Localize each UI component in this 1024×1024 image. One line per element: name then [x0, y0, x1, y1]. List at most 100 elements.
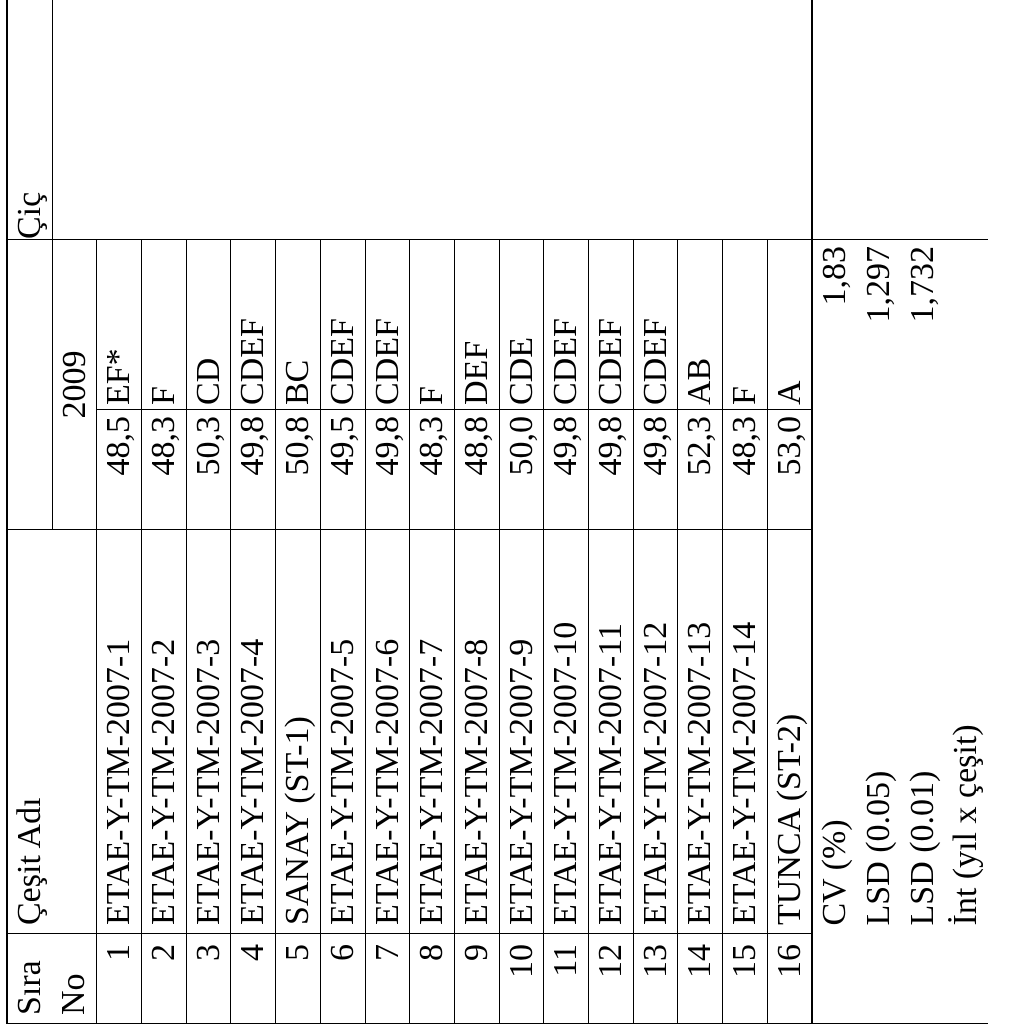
- stat-value: [944, 240, 988, 530]
- row-group: CD: [186, 240, 231, 410]
- variety-table: Sıra Çeşit Adı Çiç No 2009 1ETAE-Y-TM-20…: [6, 0, 988, 1024]
- row-no: 16: [767, 934, 812, 1024]
- row-name: ETAE-Y-TM-2007-11: [588, 530, 633, 934]
- row-no: 6: [320, 934, 365, 1024]
- row-group: EF*: [97, 240, 142, 410]
- row-tail: [723, 0, 768, 240]
- row-tail: [633, 0, 678, 240]
- row-no: 1: [97, 934, 142, 1024]
- stat-value: 1,297: [857, 240, 901, 530]
- row-no: 14: [678, 934, 723, 1024]
- row-value: 52,3: [678, 410, 723, 530]
- row-value: 49,8: [588, 410, 633, 530]
- row-group: CDEF: [588, 240, 633, 410]
- row-name: ETAE-Y-TM-2007-9: [499, 530, 544, 934]
- row-group: F: [723, 240, 768, 410]
- stat-value: 1,83: [812, 240, 857, 530]
- row-tail: [410, 0, 455, 240]
- row-name: ETAE-Y-TM-2007-3: [186, 530, 231, 934]
- stat-tail: [944, 0, 988, 240]
- row-no: 11: [544, 934, 589, 1024]
- row-group: CDEF: [633, 240, 678, 410]
- header-tail-blank: [52, 0, 97, 240]
- row-name: ETAE-Y-TM-2007-5: [320, 530, 365, 934]
- row-value: 50,8: [276, 410, 321, 530]
- row-value: 48,3: [142, 410, 187, 530]
- row-no: 9: [454, 934, 499, 1024]
- row-value: 48,5: [97, 410, 142, 530]
- stat-blank: [901, 934, 945, 1024]
- row-group: CDEF: [365, 240, 410, 410]
- row-tail: [499, 0, 544, 240]
- header-year: 2009: [52, 240, 97, 530]
- stat-label: LSD (0.01): [901, 530, 945, 934]
- row-value: 49,5: [320, 410, 365, 530]
- stat-label: İnt (yıl x çeşit): [944, 530, 988, 934]
- row-no: 12: [588, 934, 633, 1024]
- row-name: ETAE-Y-TM-2007-14: [723, 530, 768, 934]
- row-name: ETAE-Y-TM-2007-8: [454, 530, 499, 934]
- row-value: 48,3: [723, 410, 768, 530]
- row-tail: [320, 0, 365, 240]
- header-corner-cic: Çiç: [7, 0, 52, 240]
- row-group: BC: [276, 240, 321, 410]
- row-name: TUNCA (ST-2): [767, 530, 812, 934]
- header-corner: [7, 240, 52, 530]
- row-tail: [588, 0, 633, 240]
- header-sira: Sıra: [7, 934, 52, 1024]
- header-no: No: [52, 934, 97, 1024]
- row-group: AB: [678, 240, 723, 410]
- row-no: 7: [365, 934, 410, 1024]
- row-value: 48,3: [410, 410, 455, 530]
- row-no: 4: [231, 934, 276, 1024]
- row-name: ETAE-Y-TM-2007-4: [231, 530, 276, 934]
- row-name: SANAY (ST-1): [276, 530, 321, 934]
- stat-tail: [857, 0, 901, 240]
- row-tail: [678, 0, 723, 240]
- row-group: DEF: [454, 240, 499, 410]
- row-name: ETAE-Y-TM-2007-12: [633, 530, 678, 934]
- stat-blank: [812, 934, 857, 1024]
- row-tail: [767, 0, 812, 240]
- row-no: 10: [499, 934, 544, 1024]
- row-name: ETAE-Y-TM-2007-7: [410, 530, 455, 934]
- row-value: 49,8: [633, 410, 678, 530]
- row-group: CDEF: [231, 240, 276, 410]
- row-value: 53,0: [767, 410, 812, 530]
- stat-blank: [857, 934, 901, 1024]
- stat-tail: [901, 0, 945, 240]
- row-group: F: [142, 240, 187, 410]
- row-tail: [142, 0, 187, 240]
- row-tail: [186, 0, 231, 240]
- row-group: F: [410, 240, 455, 410]
- stat-blank: [944, 934, 988, 1024]
- stat-label: LSD (0.05): [857, 530, 901, 934]
- row-name: ETAE-Y-TM-2007-10: [544, 530, 589, 934]
- row-value: 49,8: [231, 410, 276, 530]
- row-value: 49,8: [365, 410, 410, 530]
- stat-value: 1,732: [901, 240, 945, 530]
- row-tail: [544, 0, 589, 240]
- stat-tail: [812, 0, 857, 240]
- row-value: 50,0: [499, 410, 544, 530]
- row-group: CDEF: [544, 240, 589, 410]
- row-no: 5: [276, 934, 321, 1024]
- stat-label: CV (%): [812, 530, 857, 934]
- row-value: 50,3: [186, 410, 231, 530]
- row-tail: [97, 0, 142, 240]
- row-name: ETAE-Y-TM-2007-13: [678, 530, 723, 934]
- row-group: CDEF: [320, 240, 365, 410]
- row-tail: [276, 0, 321, 240]
- header-cesit-adi: Çeşit Adı: [7, 530, 97, 934]
- row-group: CDE: [499, 240, 544, 410]
- row-no: 8: [410, 934, 455, 1024]
- row-tail: [365, 0, 410, 240]
- row-value: 49,8: [544, 410, 589, 530]
- row-value: 48,8: [454, 410, 499, 530]
- row-no: 2: [142, 934, 187, 1024]
- row-name: ETAE-Y-TM-2007-2: [142, 530, 187, 934]
- row-no: 3: [186, 934, 231, 1024]
- row-name: ETAE-Y-TM-2007-6: [365, 530, 410, 934]
- row-no: 13: [633, 934, 678, 1024]
- row-tail: [454, 0, 499, 240]
